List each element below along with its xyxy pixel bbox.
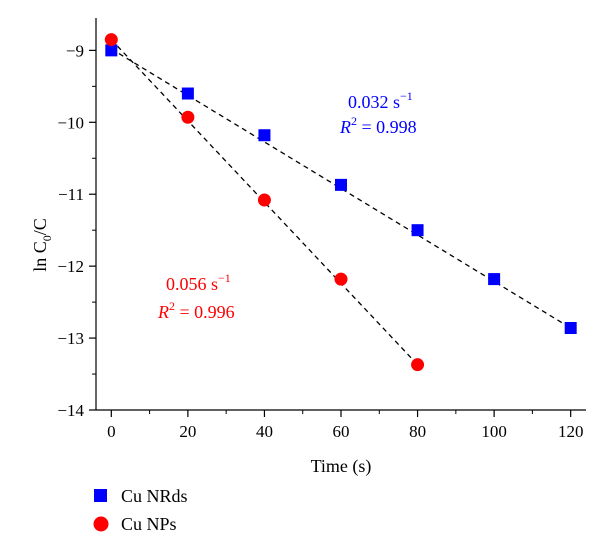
x-axis-title: Time (s) <box>311 456 372 477</box>
annotation-cu-nps-r2: R2 = 0.996 <box>157 299 235 322</box>
y-tick-label: −11 <box>58 185 84 204</box>
legend: Cu NRds Cu NPs <box>93 486 188 534</box>
annotation-cu-nps-r-value: = 0.996 <box>175 302 235 322</box>
y-tick-label: −13 <box>57 329 84 348</box>
y-axis-title-base: ln C <box>30 241 50 272</box>
x-tick-label: 100 <box>481 422 507 441</box>
x-tick-label: 40 <box>256 422 273 441</box>
legend-marker-cu-nrds <box>94 489 107 502</box>
data-point-cu-nrds <box>105 44 118 57</box>
fit-lines <box>110 39 572 366</box>
y-tick-label: −10 <box>57 113 84 132</box>
annotation-cu-nps-r-label: R <box>157 302 169 322</box>
x-tick-label: 120 <box>558 422 584 441</box>
annotation-cu-nps-rate-exp: −1 <box>218 271 231 285</box>
data-points <box>104 33 577 372</box>
data-point-cu-nps <box>411 358 425 372</box>
legend-label-cu-nps: Cu NPs <box>121 514 177 534</box>
x-tick-label: 80 <box>409 422 426 441</box>
y-tick-label: −14 <box>57 401 84 420</box>
annotation-cu-nrds-rate-value: 0.032 s <box>348 92 400 112</box>
annotation-cu-nrds-rate-exp: −1 <box>400 89 413 103</box>
legend-label-cu-nrds: Cu NRds <box>121 486 188 506</box>
annotation-cu-nrds-r-value: = 0.998 <box>357 117 417 137</box>
x-tick-label: 0 <box>107 422 116 441</box>
data-point-cu-nrds <box>564 322 577 335</box>
annotation-cu-nps-r-exp: 2 <box>169 299 175 313</box>
annotation-cu-nrds: 0.032 s−1 R2 = 0.998 <box>339 89 417 137</box>
y-axis-title: ln C0/C <box>30 218 54 272</box>
y-tick-label: −12 <box>57 257 84 276</box>
data-point-cu-nrds <box>258 129 271 142</box>
annotation-cu-nrds-r-label: R <box>339 117 351 137</box>
x-tick-label: 60 <box>333 422 350 441</box>
data-point-cu-nrds <box>181 87 194 100</box>
annotation-cu-nps-rate: 0.056 s−1 <box>166 271 231 294</box>
data-point-cu-nps <box>181 110 195 124</box>
annotation-cu-nrds-r2: R2 = 0.998 <box>339 114 417 137</box>
x-tick-label: 20 <box>179 422 196 441</box>
data-point-cu-nps <box>334 272 348 286</box>
data-point-cu-nps <box>104 33 118 47</box>
data-point-cu-nrds <box>411 224 424 237</box>
fit-line-cu-nps <box>110 39 419 366</box>
annotation-cu-nrds-r-exp: 2 <box>351 114 357 128</box>
annotation-cu-nrds-rate: 0.032 s−1 <box>348 89 413 112</box>
annotation-cu-nps: 0.056 s−1 R2 = 0.996 <box>157 271 235 322</box>
axes: 0 20 40 60 80 100 120−14−13−12−11−10−9 <box>57 18 586 441</box>
data-point-cu-nrds <box>335 178 347 191</box>
data-point-cu-nrds <box>488 273 501 286</box>
y-tick-label: −9 <box>66 41 84 60</box>
y-axis-title-sub: 0 <box>40 235 54 241</box>
y-axis-title-suffix: /C <box>30 218 50 235</box>
legend-marker-cu-nps <box>93 516 109 532</box>
data-point-cu-nps <box>257 193 271 207</box>
annotation-cu-nps-rate-value: 0.056 s <box>166 274 218 294</box>
